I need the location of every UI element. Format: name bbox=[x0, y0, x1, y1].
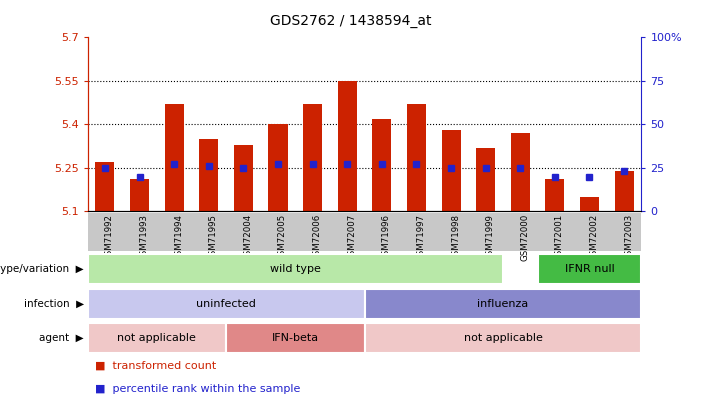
Bar bbox=[365, 289, 641, 319]
Text: GSM71996: GSM71996 bbox=[382, 214, 391, 261]
Text: GSM72005: GSM72005 bbox=[278, 214, 287, 261]
Text: influenza: influenza bbox=[477, 299, 529, 309]
Text: not applicable: not applicable bbox=[117, 333, 196, 343]
Text: GSM71993: GSM71993 bbox=[139, 214, 149, 261]
Bar bbox=[407, 104, 426, 211]
Text: agent  ▶: agent ▶ bbox=[39, 333, 84, 343]
Bar bbox=[545, 179, 564, 211]
Text: GSM71998: GSM71998 bbox=[451, 214, 460, 261]
Bar bbox=[268, 124, 287, 211]
Text: genotype/variation  ▶: genotype/variation ▶ bbox=[0, 264, 84, 274]
Bar bbox=[365, 323, 641, 353]
Text: GSM72002: GSM72002 bbox=[590, 214, 599, 261]
Text: GSM71994: GSM71994 bbox=[174, 214, 183, 261]
Bar bbox=[538, 254, 641, 284]
Text: IFN-beta: IFN-beta bbox=[272, 333, 319, 343]
Bar bbox=[88, 289, 365, 319]
Text: GDS2762 / 1438594_at: GDS2762 / 1438594_at bbox=[270, 14, 431, 28]
Bar bbox=[511, 133, 530, 211]
Text: ■  transformed count: ■ transformed count bbox=[95, 360, 216, 371]
Text: GSM72003: GSM72003 bbox=[624, 214, 633, 261]
Text: GSM72000: GSM72000 bbox=[520, 214, 529, 261]
Text: GSM71995: GSM71995 bbox=[209, 214, 218, 261]
Text: GSM71999: GSM71999 bbox=[486, 214, 495, 261]
Text: GSM71992: GSM71992 bbox=[105, 214, 114, 261]
Bar bbox=[338, 81, 357, 211]
Text: wild type: wild type bbox=[270, 264, 321, 274]
Bar bbox=[372, 119, 391, 211]
Bar bbox=[226, 323, 365, 353]
Bar bbox=[580, 197, 599, 211]
Text: GSM71997: GSM71997 bbox=[416, 214, 426, 261]
Text: infection  ▶: infection ▶ bbox=[24, 299, 84, 309]
Text: GSM72004: GSM72004 bbox=[243, 214, 252, 261]
Text: IFNR null: IFNR null bbox=[564, 264, 614, 274]
Bar bbox=[199, 139, 218, 211]
Text: uninfected: uninfected bbox=[196, 299, 256, 309]
Text: GSM72001: GSM72001 bbox=[555, 214, 564, 261]
Bar bbox=[476, 147, 495, 211]
Text: GSM72007: GSM72007 bbox=[347, 214, 356, 261]
Bar bbox=[442, 130, 461, 211]
Text: ■  percentile rank within the sample: ■ percentile rank within the sample bbox=[95, 384, 300, 394]
Text: GSM72006: GSM72006 bbox=[313, 214, 322, 261]
Bar bbox=[130, 179, 149, 211]
Bar bbox=[95, 162, 114, 211]
Bar bbox=[165, 104, 184, 211]
Bar bbox=[303, 104, 322, 211]
Bar bbox=[615, 171, 634, 211]
Text: not applicable: not applicable bbox=[463, 333, 543, 343]
Bar bbox=[234, 145, 253, 211]
Bar bbox=[88, 254, 503, 284]
Bar bbox=[88, 323, 226, 353]
